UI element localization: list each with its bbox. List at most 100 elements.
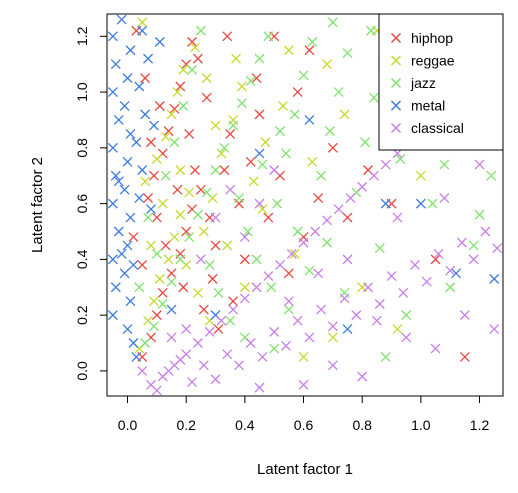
point-reggae (140, 176, 151, 187)
point-jazz (234, 193, 244, 203)
point-metal (107, 87, 118, 98)
legend-marker (390, 32, 402, 44)
point-hiphop (151, 212, 162, 223)
point-hiphop (151, 310, 162, 321)
point-classical (298, 237, 309, 248)
point-reggae (198, 226, 209, 237)
point-jazz (427, 198, 438, 209)
y-tick-label: 0.6 (74, 194, 90, 214)
point-hiphop (245, 156, 256, 167)
point-classical (245, 338, 256, 348)
point-jazz (322, 237, 332, 248)
point-classical (251, 282, 262, 293)
point-classical (137, 365, 148, 376)
x-tick-label: 0.2 (176, 417, 196, 433)
y-axis-title: Latent factor 2 (29, 157, 46, 253)
point-jazz (140, 338, 151, 348)
point-metal (125, 128, 136, 139)
point-classical (304, 332, 315, 343)
point-reggae (151, 154, 162, 164)
point-jazz (201, 187, 212, 198)
point-hiphop (169, 103, 180, 114)
point-jazz (169, 137, 180, 148)
point-reggae (178, 64, 189, 75)
point-jazz (254, 53, 265, 64)
point-jazz (342, 48, 353, 58)
point-reggae (166, 109, 177, 120)
point-hiphop (175, 81, 186, 92)
x-tick-label: 1.2 (470, 417, 490, 433)
point-classical (445, 265, 456, 276)
point-classical (333, 204, 344, 215)
point-classical (386, 271, 397, 282)
point-reggae (172, 87, 183, 98)
point-classical (316, 304, 327, 315)
point-metal (110, 59, 121, 70)
point-jazz (178, 101, 189, 111)
point-jazz (242, 226, 253, 237)
point-hiphop (195, 184, 206, 195)
point-jazz (275, 126, 286, 137)
point-jazz (219, 142, 230, 153)
point-classical (459, 310, 470, 321)
point-reggae (307, 156, 318, 167)
point-metal (122, 324, 133, 335)
point-jazz (236, 98, 247, 109)
legend-marker (390, 100, 402, 111)
point-metal (110, 170, 121, 181)
point-hiphop (184, 128, 195, 139)
point-classical (254, 198, 265, 209)
point-hiphop (187, 36, 198, 47)
point-hiphop (225, 128, 236, 139)
point-metal (116, 14, 127, 25)
point-hiphop (143, 193, 154, 203)
legend-label: reggae (411, 53, 455, 69)
point-classical (342, 254, 353, 265)
point-metal (134, 81, 145, 92)
point-reggae (289, 248, 300, 259)
point-reggae (175, 165, 186, 176)
x-tick-label: 0.0 (118, 417, 138, 433)
point-jazz (192, 209, 203, 220)
point-classical (239, 232, 250, 243)
point-classical (313, 268, 324, 279)
point-reggae (236, 81, 247, 92)
point-metal (110, 282, 121, 293)
point-reggae (154, 273, 165, 284)
point-hiphop (222, 31, 233, 42)
point-reggae (278, 101, 288, 111)
point-classical (322, 215, 332, 226)
point-hiphop (342, 212, 353, 223)
point-metal (489, 273, 500, 284)
point-hiphop (137, 259, 148, 270)
point-classical (298, 379, 309, 390)
point-metal (125, 45, 136, 56)
point-classical (456, 237, 467, 248)
point-classical (339, 293, 350, 304)
point-hiphop (327, 142, 338, 153)
point-metal (143, 53, 154, 64)
point-hiphop (430, 254, 441, 265)
point-metal (140, 109, 151, 120)
point-jazz (468, 240, 479, 251)
point-reggae (216, 148, 227, 159)
point-classical (368, 170, 379, 181)
point-jazz (213, 287, 224, 298)
point-metal (148, 120, 159, 131)
point-jazz (251, 254, 262, 265)
point-jazz (184, 232, 195, 243)
point-jazz (298, 70, 309, 81)
point-jazz (266, 282, 277, 293)
point-jazz (401, 310, 412, 321)
y-tick-label: 0.4 (74, 249, 90, 269)
point-metal (125, 212, 136, 223)
point-jazz (263, 31, 274, 42)
point-reggae (239, 282, 250, 293)
x-axis: 0.0 0.2 0.4 0.6 0.8 1.0 1.2 (118, 396, 490, 433)
point-reggae (184, 187, 195, 198)
point-classical (410, 259, 420, 270)
point-reggae (298, 352, 309, 362)
point-metal (107, 198, 118, 209)
point-jazz (327, 17, 338, 28)
